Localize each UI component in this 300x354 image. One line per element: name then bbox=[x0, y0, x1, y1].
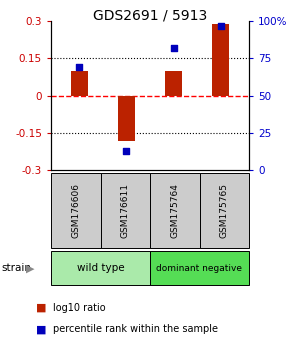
Point bbox=[124, 148, 129, 153]
Text: GDS2691 / 5913: GDS2691 / 5913 bbox=[93, 9, 207, 23]
Text: wild type: wild type bbox=[77, 263, 124, 273]
Text: strain: strain bbox=[2, 263, 31, 273]
Text: dominant negative: dominant negative bbox=[157, 264, 242, 273]
Point bbox=[77, 64, 82, 70]
Point bbox=[218, 23, 223, 29]
Text: percentile rank within the sample: percentile rank within the sample bbox=[52, 324, 218, 334]
Text: ■: ■ bbox=[36, 324, 46, 334]
Bar bbox=[165, 71, 182, 96]
Text: ▶: ▶ bbox=[26, 263, 34, 273]
Text: log10 ratio: log10 ratio bbox=[52, 303, 105, 313]
Bar bbox=[118, 96, 135, 141]
Text: GSM176606: GSM176606 bbox=[71, 183, 80, 238]
Bar bbox=[212, 24, 229, 96]
Point bbox=[171, 45, 176, 51]
Text: ■: ■ bbox=[36, 303, 46, 313]
Text: GSM175765: GSM175765 bbox=[220, 183, 229, 238]
Bar bbox=[71, 71, 88, 96]
Text: GSM175764: GSM175764 bbox=[170, 183, 179, 238]
Text: GSM176611: GSM176611 bbox=[121, 183, 130, 238]
